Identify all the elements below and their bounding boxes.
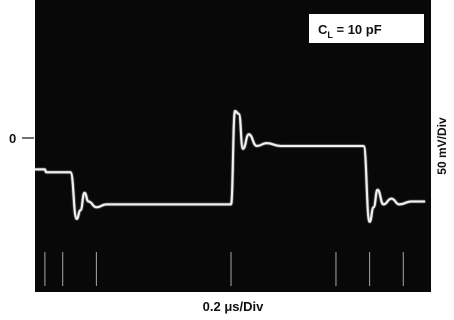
graticule-spikes [44,252,404,286]
y-axis-label: 50 mV/Div [435,117,449,175]
x-axis-label: 0.2 μs/Div [203,299,264,314]
trace-segment-3 [362,145,426,223]
waveform-traces [35,109,426,223]
annotation-prefix: C [318,22,328,37]
trace-segment-1 [35,168,231,221]
annotation-suffix: = 10 pF [333,22,382,37]
zero-label: 0 [9,131,16,146]
annotation-subscript: L [327,30,333,40]
zero-marker: 0 [9,131,34,146]
annotation-box [309,14,424,43]
load-capacitance-annotation: CL = 10 pF [309,14,424,43]
annotation-text: CL = 10 pF [318,22,382,40]
trace-segment-2 [230,109,364,206]
